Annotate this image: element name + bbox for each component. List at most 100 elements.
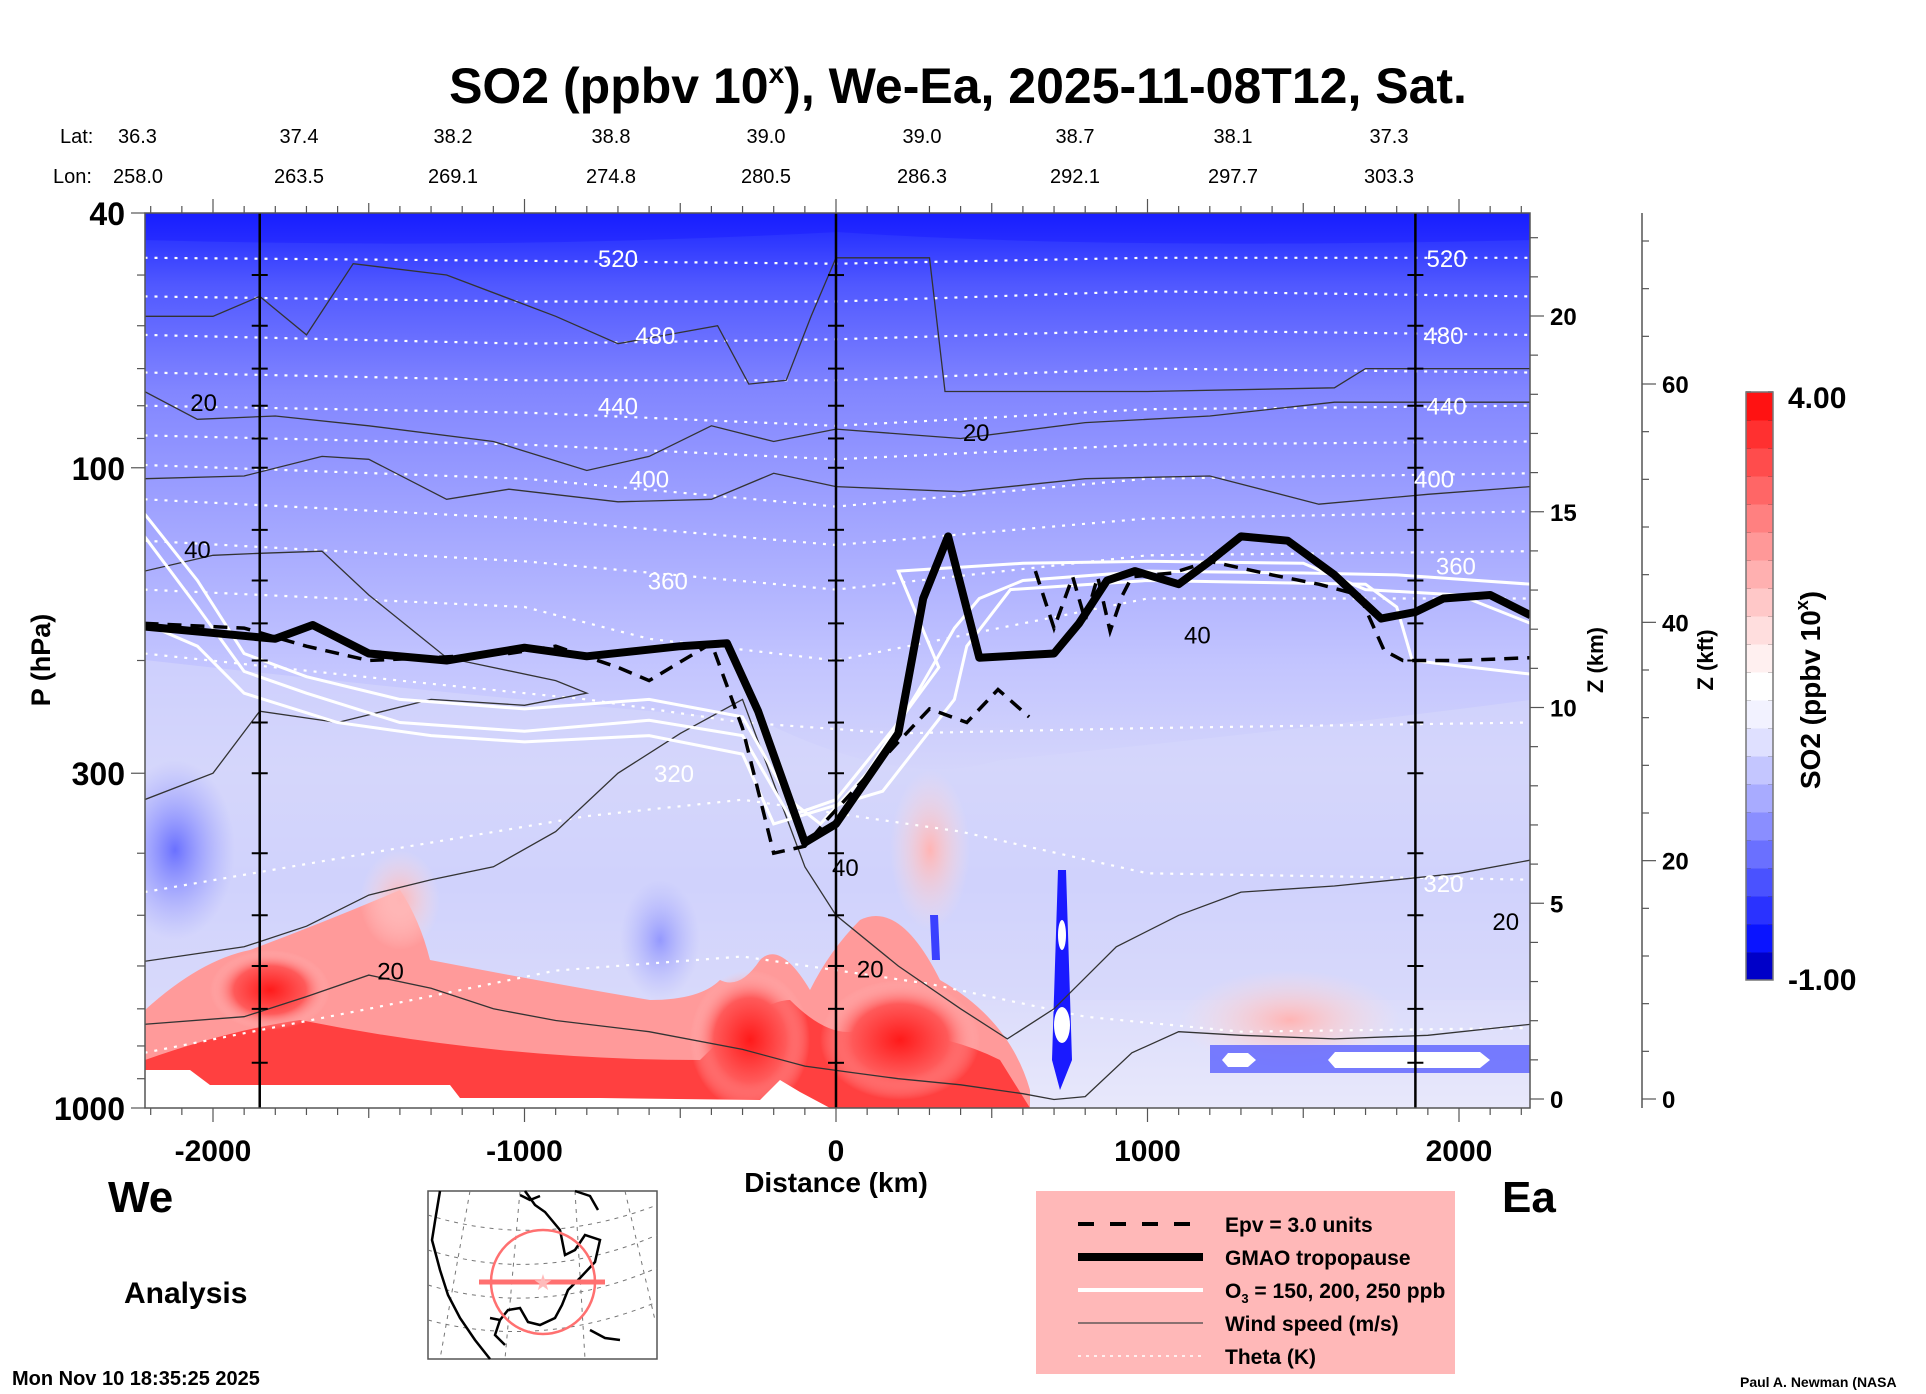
- lat-value: 38.8: [592, 126, 631, 148]
- theta-label: 440: [598, 394, 638, 421]
- colorbar-swatch: [1746, 420, 1773, 449]
- wind-speed-contour-line: [145, 257, 1530, 393]
- east-label: Ea: [1502, 1173, 1556, 1222]
- x-tick-label: 0: [828, 1135, 845, 1168]
- theta-label: 400: [1414, 467, 1454, 494]
- lon-value: 258.0: [113, 166, 163, 188]
- x-tick-label: 1000: [1114, 1135, 1181, 1168]
- timestamp: Mon Nov 10 18:35:25 2025: [12, 1368, 260, 1390]
- colorbar-swatch: [1746, 392, 1773, 421]
- theta-label: 440: [1427, 394, 1467, 421]
- lat-lon-rows: Lat: Lon: 36.3 37.4 38.2 38.8 39.0 39.0 38.7 38…: [53, 126, 1414, 188]
- colorbar-swatch: [1746, 560, 1773, 589]
- colorbar-max-label: 4.00: [1788, 382, 1846, 415]
- lon-row-label: Lon:: [53, 166, 92, 188]
- so2-band-troposphere: [145, 660, 1530, 1000]
- tropopause-line: [145, 532, 1530, 847]
- legend-label: GMAO tropopause: [1225, 1247, 1411, 1270]
- wind-speed-label: 20: [963, 420, 990, 447]
- theta-label: 520: [598, 246, 638, 273]
- plot-area: 520 520 480 480 440 440 400 400 360 360 320 320 20 4…: [145, 213, 1530, 1108]
- legend-label: Wind speed (m/s): [1225, 1313, 1399, 1336]
- legend-item: Epv = 3.0 units: [1078, 1214, 1373, 1237]
- colorbar-swatch: [1746, 532, 1773, 561]
- so2-blue-streak: [930, 915, 940, 960]
- z-kft-axis-title: Z (kft): [1693, 629, 1718, 690]
- colorbar-swatch: [1746, 952, 1773, 981]
- y-axis-title: P (hPa): [26, 614, 56, 707]
- lon-value: 263.5: [274, 166, 324, 188]
- theta-labels: 520 520 480 480 440 440 400 400 360 360 320 320: [598, 246, 1476, 898]
- surface-mask: [145, 1070, 830, 1108]
- lon-value: 292.1: [1050, 166, 1100, 188]
- colorbar-swatch: [1746, 924, 1773, 953]
- theta-label: 480: [635, 323, 675, 350]
- lat-value: 38.1: [1214, 126, 1253, 148]
- colorbar-swatch: [1746, 700, 1773, 729]
- wind-speed-contour-line: [145, 550, 590, 801]
- wind-speed-label: 20: [190, 390, 217, 417]
- z-kft-tick-label: 0: [1662, 1087, 1675, 1114]
- map-center-star-icon: ★: [533, 1270, 553, 1295]
- legend-label: Epv = 3.0 units: [1225, 1214, 1373, 1237]
- colorbar-swatch: [1746, 504, 1773, 533]
- lat-value: 38.7: [1056, 126, 1095, 148]
- west-label: We: [108, 1173, 173, 1222]
- wind-speed-label: 40: [184, 537, 211, 564]
- z-km-tick-label: 10: [1550, 696, 1577, 723]
- z-km-tick-label: 5: [1550, 891, 1563, 918]
- lat-value: 37.3: [1370, 126, 1409, 148]
- colorbar-swatch: [1746, 588, 1773, 617]
- z-km-tick-label: 0: [1550, 1087, 1563, 1114]
- z-kft-tick-label: 60: [1662, 372, 1689, 399]
- theta-label: 480: [1423, 323, 1463, 350]
- map-inset: ★: [427, 1189, 658, 1360]
- so2-red-blob: [210, 950, 330, 1030]
- legend-item: Wind speed (m/s): [1078, 1313, 1399, 1336]
- wind-speed-label: 20: [1492, 909, 1519, 936]
- legend-item: Theta (K): [1078, 1346, 1316, 1369]
- y-tick-label: 300: [72, 756, 125, 792]
- colorbar-swatch: [1746, 840, 1773, 869]
- lat-row-label: Lat:: [60, 126, 93, 148]
- lat-value: 38.2: [434, 126, 473, 148]
- colorbar-swatch: [1746, 616, 1773, 645]
- so2-blue-pocket-mid: [620, 880, 700, 1000]
- theta-label: 320: [1423, 871, 1463, 898]
- colorbar-swatch: [1746, 644, 1773, 673]
- wind-speed-label: 20: [857, 956, 884, 983]
- lon-value: 286.3: [897, 166, 947, 188]
- colorbar-swatch: [1746, 672, 1773, 701]
- colorbar-swatch: [1746, 896, 1773, 925]
- colorbar-title: SO2 (ppbv 10x): [1792, 591, 1826, 789]
- z-km-tick-label: 20: [1550, 304, 1577, 331]
- lat-value: 39.0: [747, 126, 786, 148]
- legend: Epv = 3.0 units GMAO tropopause O3 = 150, …: [1036, 1191, 1455, 1374]
- wind-speed-label: 20: [377, 959, 404, 986]
- colorbar-swatch: [1746, 728, 1773, 757]
- lat-value: 39.0: [903, 126, 942, 148]
- wind-speed-label: 40: [1184, 622, 1211, 649]
- colorbar-swatch: [1746, 476, 1773, 505]
- colorbar-min-label: -1.00: [1788, 964, 1856, 997]
- y-tick-label: 40: [89, 196, 125, 232]
- lon-value: 280.5: [741, 166, 791, 188]
- credit: Paul A. Newman (NASA: [1740, 1374, 1897, 1390]
- theta-label: 520: [1427, 246, 1467, 273]
- legend-label: Theta (K): [1225, 1346, 1316, 1369]
- lon-value: 269.1: [428, 166, 478, 188]
- so2-red-blob: [690, 970, 810, 1108]
- z-kft-tick-label: 40: [1662, 610, 1689, 637]
- so2-white-cell: [1328, 1052, 1490, 1068]
- epv-contour-line: [1033, 559, 1530, 663]
- lon-value: 297.7: [1208, 166, 1258, 188]
- legend-box: [1036, 1191, 1455, 1374]
- theta-contour-line: [145, 588, 1530, 662]
- wind-speed-label: 40: [832, 855, 859, 882]
- wind-labels: 20 40 20 40 40 20 20 20: [184, 390, 1519, 985]
- colorbar-swatch: [1746, 868, 1773, 897]
- so2-pink-blob: [360, 850, 440, 950]
- z-km-axis-title: Z (km): [1583, 627, 1608, 693]
- colorbar: [1745, 391, 1774, 981]
